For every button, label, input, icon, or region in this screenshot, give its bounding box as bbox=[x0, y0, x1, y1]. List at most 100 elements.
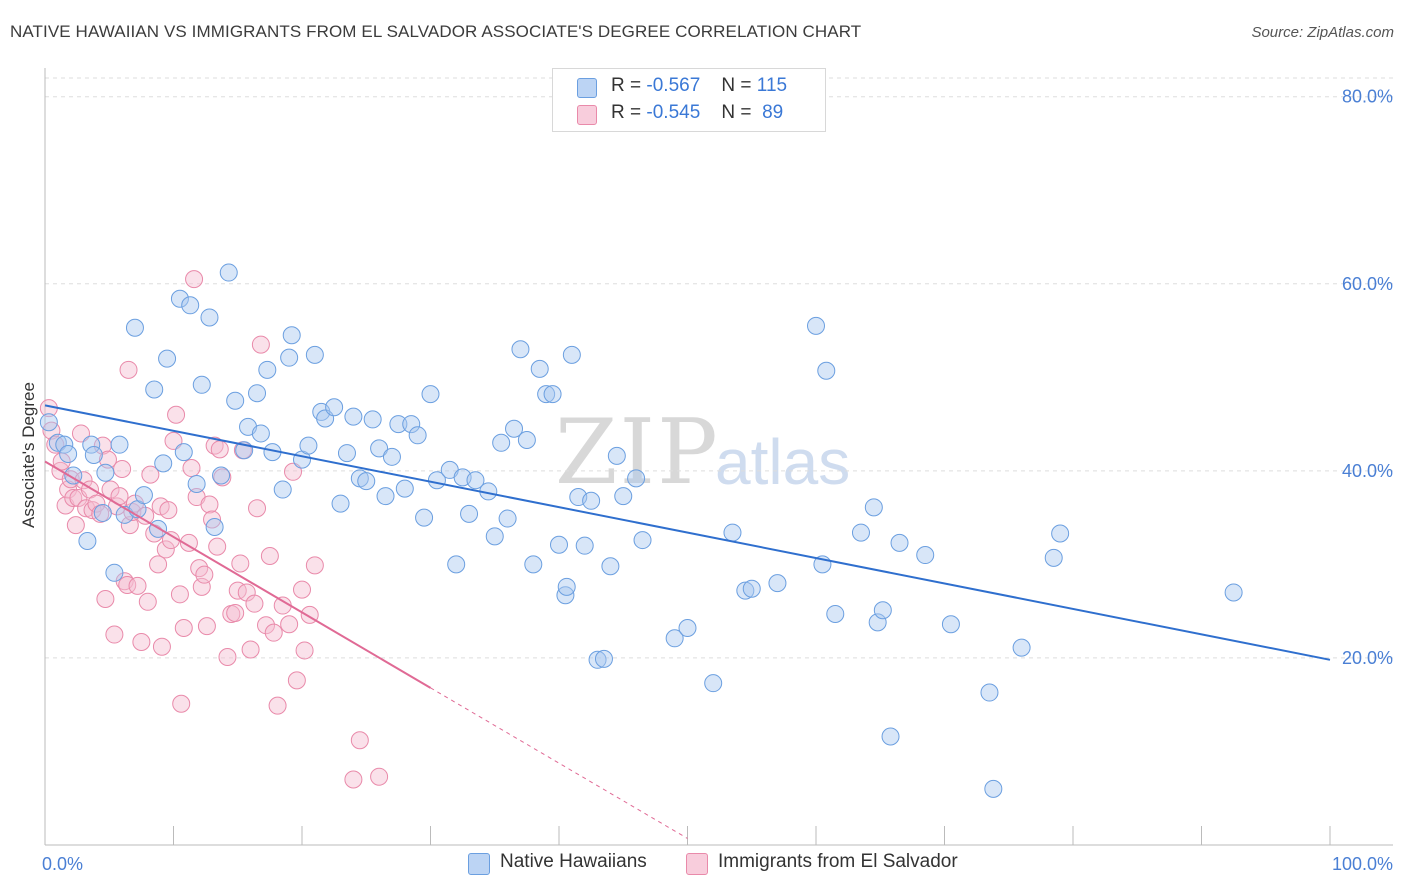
axes bbox=[44, 68, 1393, 846]
data-point-native-hawaiians bbox=[219, 263, 238, 282]
data-point-el-salvador bbox=[77, 499, 96, 518]
data-point-el-salvador bbox=[257, 616, 276, 635]
data-point-native-hawaiians bbox=[704, 674, 723, 693]
data-point-native-hawaiians bbox=[170, 289, 189, 308]
data-point-native-hawaiians bbox=[212, 466, 231, 485]
data-point-native-hawaiians bbox=[881, 727, 900, 746]
data-point-el-salvador bbox=[119, 360, 138, 379]
data-point-native-hawaiians bbox=[1012, 638, 1031, 657]
legend-n-value: 115 bbox=[756, 75, 788, 96]
data-point-native-hawaiians bbox=[370, 439, 389, 458]
legend-n-label: N = bbox=[721, 102, 752, 123]
legend-swatch-pink bbox=[686, 853, 708, 875]
legend-swatch-blue bbox=[577, 78, 597, 98]
data-point-native-hawaiians bbox=[305, 345, 324, 364]
data-point-native-hawaiians bbox=[421, 385, 440, 404]
data-point-el-salvador bbox=[101, 480, 120, 499]
data-point-el-salvador bbox=[264, 623, 283, 642]
data-point-el-salvador bbox=[241, 640, 260, 659]
x-tick-label: 100.0% bbox=[1332, 854, 1393, 874]
data-point-native-hawaiians bbox=[93, 503, 112, 522]
legend-swatch-pink bbox=[577, 105, 597, 125]
data-point-native-hawaiians bbox=[485, 527, 504, 546]
data-point-el-salvador bbox=[87, 494, 106, 513]
data-point-native-hawaiians bbox=[226, 391, 245, 410]
data-point-native-hawaiians bbox=[251, 424, 270, 443]
trend-lines bbox=[44, 404, 1331, 839]
data-point-native-hawaiians bbox=[557, 577, 576, 596]
data-point-native-hawaiians bbox=[402, 415, 421, 434]
data-point-native-hawaiians bbox=[742, 579, 761, 598]
y-tick-label: 20.0% bbox=[1342, 648, 1393, 668]
data-point-el-salvador bbox=[172, 694, 191, 713]
data-point-el-salvador bbox=[179, 533, 198, 552]
data-point-native-hawaiians bbox=[331, 494, 350, 513]
data-point-el-salvador bbox=[128, 576, 147, 595]
x-tick-label: 0.0% bbox=[42, 854, 83, 874]
data-point-native-hawaiians bbox=[530, 359, 549, 378]
data-point-el-salvador bbox=[64, 488, 83, 507]
data-point-native-hawaiians bbox=[498, 509, 517, 528]
data-point-native-hawaiians bbox=[614, 487, 633, 506]
data-point-native-hawaiians bbox=[466, 471, 485, 490]
data-point-native-hawaiians bbox=[851, 523, 870, 542]
correlation-legend: R = -0.567 N = 115 R = -0.545 N = 89 bbox=[552, 68, 826, 132]
data-point-native-hawaiians bbox=[665, 629, 684, 648]
watermark-zip: ZIP bbox=[555, 400, 720, 505]
y-tick-label: 80.0% bbox=[1342, 87, 1393, 107]
data-point-native-hawaiians bbox=[588, 650, 607, 669]
legend-swatch-blue bbox=[468, 853, 490, 875]
legend-n-label: N = bbox=[721, 75, 752, 96]
data-point-native-hawaiians bbox=[511, 340, 530, 359]
data-point-el-salvador bbox=[203, 510, 222, 529]
data-point-native-hawaiians bbox=[344, 407, 363, 426]
data-point-el-salvador bbox=[226, 604, 245, 623]
source-label: Source: ZipAtlas.com bbox=[1251, 24, 1394, 41]
data-point-native-hawaiians bbox=[158, 349, 177, 368]
legend-r-value: -0.567 bbox=[646, 75, 701, 96]
data-point-el-salvador bbox=[284, 462, 303, 481]
data-point-native-hawaiians bbox=[363, 410, 382, 429]
data-point-el-salvador bbox=[118, 575, 137, 594]
data-point-el-salvador bbox=[228, 581, 247, 600]
data-point-el-salvador bbox=[305, 556, 324, 575]
data-point-el-salvador bbox=[195, 565, 214, 584]
data-point-native-hawaiians bbox=[941, 615, 960, 634]
legend-r-label: R = bbox=[611, 75, 642, 96]
trend-line-el-salvador bbox=[44, 460, 432, 689]
data-point-native-hawaiians bbox=[562, 345, 581, 364]
data-point-el-salvador bbox=[132, 633, 151, 652]
data-point-native-hawaiians bbox=[376, 487, 395, 506]
data-point-el-salvador bbox=[295, 641, 314, 660]
data-point-native-hawaiians bbox=[1044, 548, 1063, 567]
data-point-native-hawaiians bbox=[145, 380, 164, 399]
data-point-native-hawaiians bbox=[505, 419, 524, 438]
data-point-native-hawaiians bbox=[248, 384, 267, 403]
data-point-native-hawaiians bbox=[337, 444, 356, 463]
trend-line-el-salvador-extrapolated bbox=[430, 687, 688, 839]
y-axis-label: Associate's Degree bbox=[19, 382, 38, 528]
data-point-el-salvador bbox=[370, 767, 389, 786]
data-point-el-salvador bbox=[287, 671, 306, 690]
trend-line-native-hawaiians bbox=[44, 404, 1331, 661]
data-point-el-salvador bbox=[170, 585, 189, 604]
data-point-el-salvador bbox=[174, 618, 193, 637]
data-point-el-salvador bbox=[231, 554, 250, 573]
data-point-el-salvador bbox=[96, 589, 115, 608]
data-point-native-hawaiians bbox=[187, 474, 206, 493]
data-point-el-salvador bbox=[218, 647, 237, 666]
data-point-native-hawaiians bbox=[125, 318, 144, 337]
data-point-native-hawaiians bbox=[48, 433, 67, 452]
data-point-native-hawaiians bbox=[181, 296, 200, 315]
data-point-native-hawaiians bbox=[134, 486, 153, 505]
data-point-native-hawaiians bbox=[524, 555, 543, 574]
data-point-el-salvador bbox=[208, 537, 227, 556]
data-point-el-salvador bbox=[350, 731, 369, 750]
data-point-native-hawaiians bbox=[1224, 583, 1243, 602]
data-point-el-salvador bbox=[98, 450, 117, 469]
series-native-hawaiians bbox=[39, 263, 1243, 798]
data-point-native-hawaiians bbox=[594, 649, 613, 668]
data-point-native-hawaiians bbox=[807, 316, 825, 335]
data-point-native-hawaiians bbox=[200, 308, 219, 327]
